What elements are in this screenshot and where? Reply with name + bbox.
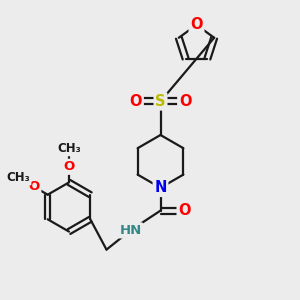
Text: S: S [155,94,166,109]
Text: CH₃: CH₃ [7,171,31,184]
Text: O: O [130,94,142,109]
Text: O: O [63,160,75,173]
Text: HN: HN [119,224,142,237]
Text: O: O [190,17,203,32]
Text: CH₃: CH₃ [57,142,81,155]
Text: N: N [154,180,167,195]
Text: O: O [178,203,191,218]
Text: O: O [28,180,40,194]
Text: O: O [179,94,191,109]
